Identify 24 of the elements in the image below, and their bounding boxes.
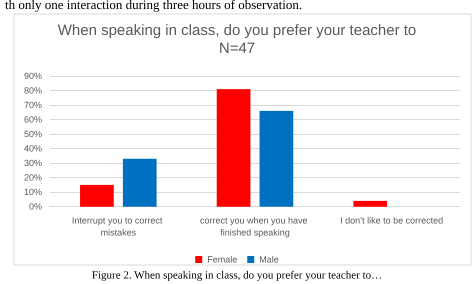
bar bbox=[80, 184, 114, 207]
y-tick-label: 80% bbox=[24, 86, 42, 96]
chart-title: When speaking in class, do you prefer your teacher to bbox=[58, 22, 416, 39]
x-tick-label: Interrupt you to correct mistakes bbox=[72, 216, 165, 238]
x-tick-label: I don’t like to be corrected bbox=[340, 216, 444, 226]
bar bbox=[353, 200, 388, 207]
legend-label: Male bbox=[259, 254, 279, 264]
chart-subtitle: N=47 bbox=[218, 40, 256, 57]
y-tick-label: 50% bbox=[24, 129, 42, 140]
y-tick-label: 60% bbox=[24, 114, 42, 125]
bar bbox=[260, 110, 294, 207]
text: th only one interaction during three hours of observation. bbox=[5, 0, 302, 12]
y-tick-label: 90% bbox=[24, 71, 42, 81]
y-tick-label: 20% bbox=[24, 172, 42, 183]
legend-label: Female bbox=[207, 254, 238, 264]
y-tick-label: 0% bbox=[28, 202, 42, 212]
x-tick-label: correct you when you have finished speaking bbox=[200, 216, 310, 238]
y-tick-label: 70% bbox=[24, 100, 42, 110]
y-tick-label: 30% bbox=[24, 158, 42, 168]
bar bbox=[122, 158, 157, 207]
y-tick-label: 10% bbox=[24, 187, 42, 198]
y-tick-label: 40% bbox=[24, 144, 42, 154]
caption: Figure 2. When speaking in class, do you prefer your teacher to… bbox=[92, 270, 382, 282]
bar bbox=[216, 89, 250, 207]
